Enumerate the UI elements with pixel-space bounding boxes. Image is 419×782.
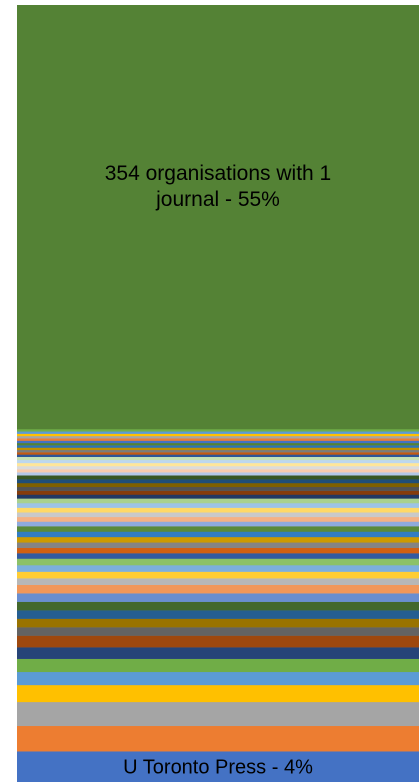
bar-segment-17 <box>17 558 419 566</box>
bar-segment-4 <box>17 671 419 686</box>
bar-segment-23 <box>17 526 419 532</box>
bar-segment-52 <box>17 431 419 434</box>
bar-segment-24 <box>17 521 419 527</box>
bar-segment-38 <box>17 465 419 470</box>
bar-segment-49 <box>17 438 419 441</box>
bar-segment-36 <box>17 472 419 476</box>
bar-segment-28 <box>17 502 419 508</box>
bar-segment-27 <box>17 507 419 513</box>
bar-segment-22 <box>17 531 419 538</box>
bar-segment-39 <box>17 462 419 467</box>
bar-segment-12 <box>17 593 419 602</box>
bar-segment-51 <box>17 433 419 437</box>
bar-segment-0 <box>17 751 419 782</box>
bar-segment-26 <box>17 512 419 518</box>
bar-segment-46 <box>17 445 419 448</box>
bar-segment-3 <box>17 684 419 703</box>
bar-segment-5 <box>17 658 419 673</box>
bar-segment-34 <box>17 479 419 484</box>
bar-segment-18 <box>17 553 419 559</box>
bar-segment-21 <box>17 536 419 543</box>
segment-labels: U Toronto Press - 4% 354 organisations wi… <box>105 162 331 779</box>
bar-segment-2 <box>17 701 419 727</box>
segment-label-54: 354 organisations with 1 journal - 55% <box>105 162 331 211</box>
bar-segment-35 <box>17 475 419 480</box>
bar-segment-14 <box>17 578 419 585</box>
bar-segment-48 <box>17 440 419 444</box>
bar-segment-45 <box>17 447 419 451</box>
bar-segment-15 <box>17 571 419 579</box>
bar-segment-53 <box>17 428 419 432</box>
bar-segment-19 <box>17 547 419 554</box>
bar-segment-50 <box>17 435 419 439</box>
bar-segment-10 <box>17 610 419 619</box>
bar-segment-13 <box>17 584 419 594</box>
bar-segment-29 <box>17 498 419 504</box>
bar-segment-31 <box>17 490 419 495</box>
bar-segment-8 <box>17 627 419 636</box>
bar-segment-47 <box>17 442 419 446</box>
bar-segment-44 <box>17 449 419 453</box>
bar-segment-33 <box>17 482 419 488</box>
bar-segment-16 <box>17 565 419 572</box>
bar-segment-37 <box>17 469 419 473</box>
bar-segment-25 <box>17 516 419 522</box>
bar-segment-9 <box>17 618 419 628</box>
bar-segment-32 <box>17 486 419 491</box>
bar-segment-30 <box>17 494 419 499</box>
bar-segment-40 <box>17 459 419 464</box>
bar-segment-41 <box>17 456 419 461</box>
bar-segments <box>17 5 419 782</box>
bar-segment-42 <box>17 454 419 458</box>
bar-segment-7 <box>17 635 419 648</box>
bar-segment-6 <box>17 647 419 659</box>
segment-label-0: U Toronto Press - 4% <box>123 757 313 779</box>
bar-segment-20 <box>17 542 419 548</box>
bar-segment-1 <box>17 725 419 752</box>
bar-segment-11 <box>17 601 419 611</box>
bar-segment-43 <box>17 452 419 455</box>
bar-segment-54 <box>17 5 419 430</box>
